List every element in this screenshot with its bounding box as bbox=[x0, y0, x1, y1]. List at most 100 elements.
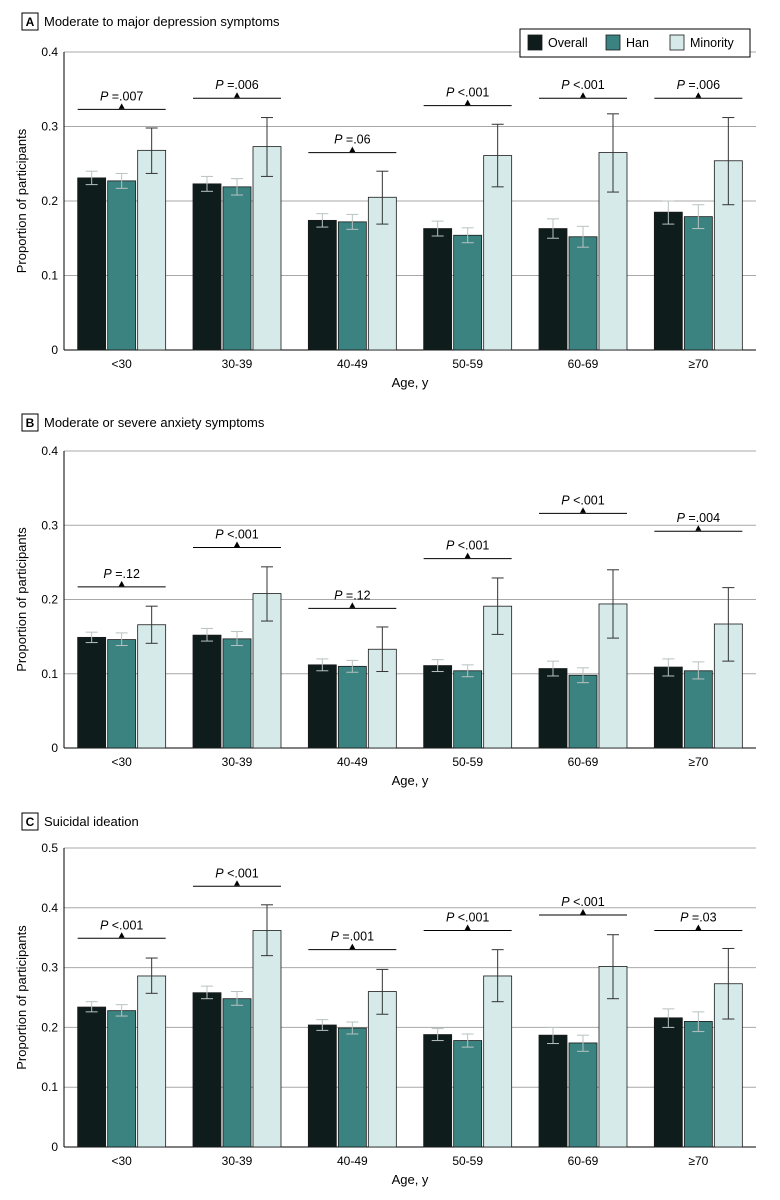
bar-minority bbox=[137, 975, 167, 1148]
bar-han bbox=[107, 639, 137, 749]
legend-swatch-han bbox=[605, 34, 621, 51]
y-tick-label: 0 bbox=[51, 343, 58, 357]
panel-letter: A bbox=[26, 15, 35, 29]
x-tick-label: 30-39 bbox=[222, 1154, 253, 1168]
bar-han bbox=[222, 638, 252, 749]
panel-letter: C bbox=[26, 815, 35, 829]
p-value-marker bbox=[118, 580, 125, 587]
x-tick-label: 40-49 bbox=[337, 357, 368, 371]
y-tick-label: 0 bbox=[51, 741, 58, 755]
panel-letter-box bbox=[21, 12, 39, 31]
x-tick-label: <30 bbox=[111, 755, 132, 769]
p-value-marker bbox=[118, 932, 125, 938]
x-tick-label: 30-39 bbox=[222, 755, 253, 769]
x-tick-label: ≥70 bbox=[688, 1154, 708, 1168]
p-value-marker bbox=[464, 552, 471, 559]
y-tick-label: 0.1 bbox=[41, 1080, 58, 1094]
p-value-marker bbox=[580, 92, 586, 98]
bar-overall bbox=[538, 1034, 568, 1148]
x-tick-label: <30 bbox=[111, 1154, 132, 1168]
p-value-marker bbox=[695, 525, 702, 531]
p-value-label: P =.001 bbox=[331, 930, 374, 944]
bar-han bbox=[568, 236, 598, 351]
y-axis-label: Proportion of participants bbox=[14, 128, 29, 273]
p-value-marker bbox=[464, 924, 471, 931]
panel-title: Suicidal ideation bbox=[44, 814, 139, 829]
y-axis-label: Proportion of participants bbox=[14, 527, 29, 672]
bar-overall bbox=[307, 664, 337, 749]
bar-overall bbox=[653, 211, 683, 351]
bar-minority bbox=[483, 975, 513, 1148]
x-tick-label: 40-49 bbox=[337, 755, 368, 769]
p-value-marker bbox=[695, 92, 702, 98]
p-value-label: P <.001 bbox=[561, 78, 604, 92]
p-value-label: P <.001 bbox=[100, 918, 143, 932]
p-value-label: P =.12 bbox=[334, 588, 371, 602]
bar-han bbox=[453, 1040, 483, 1148]
legend-label-han: Han bbox=[626, 36, 649, 50]
legend-label-minority: Minority bbox=[690, 36, 735, 50]
bar-overall bbox=[423, 665, 453, 749]
y-tick-label: 0.4 bbox=[41, 901, 58, 915]
p-value-marker bbox=[695, 924, 702, 931]
x-tick-label: 40-49 bbox=[337, 1154, 368, 1168]
p-value-marker bbox=[234, 880, 240, 886]
panel-c: C Suicidal ideation 0 0.1 0.2 0.3 0.4 0.5 Propor… bbox=[14, 812, 756, 1187]
p-value-marker bbox=[234, 92, 240, 98]
x-tick-label: 60-69 bbox=[568, 755, 599, 769]
x-tick-label: ≥70 bbox=[688, 357, 708, 371]
x-tick-label: ≥70 bbox=[688, 755, 708, 769]
panel-title: Moderate to major depression symptoms bbox=[44, 14, 280, 29]
bar-overall bbox=[653, 666, 683, 749]
legend-box bbox=[519, 28, 751, 58]
bar-han bbox=[107, 1010, 137, 1148]
panel-b: B Moderate or severe anxiety symptoms 0 0.1… bbox=[14, 413, 756, 788]
bar-han bbox=[453, 234, 483, 351]
bar-han bbox=[568, 1042, 598, 1148]
x-tick-label: 60-69 bbox=[568, 1154, 599, 1168]
p-value-label: P =.12 bbox=[103, 567, 140, 581]
bar-overall bbox=[77, 636, 107, 749]
bar-minority bbox=[367, 991, 397, 1148]
legend: Overall Han Minority bbox=[519, 28, 751, 58]
legend-label-overall: Overall bbox=[548, 36, 588, 50]
bar-overall bbox=[192, 634, 222, 749]
p-value-marker bbox=[234, 541, 240, 548]
x-axis-label: Age, y bbox=[392, 375, 429, 390]
x-tick-label: 30-39 bbox=[222, 357, 253, 371]
y-tick-label: 0.2 bbox=[41, 194, 58, 208]
p-value-label: P <.001 bbox=[446, 86, 489, 100]
x-tick-label: 50-59 bbox=[452, 1154, 483, 1168]
bar-minority bbox=[137, 149, 167, 351]
bar-han bbox=[337, 665, 367, 749]
bar-overall bbox=[77, 177, 107, 351]
y-tick-label: 0.2 bbox=[41, 1020, 58, 1034]
bar-overall bbox=[307, 1024, 337, 1148]
y-tick-label: 0.3 bbox=[41, 518, 58, 532]
p-value-marker bbox=[580, 908, 586, 915]
p-value-label: P <.001 bbox=[446, 911, 489, 925]
x-tick-label: 50-59 bbox=[452, 755, 483, 769]
bar-han bbox=[222, 998, 252, 1148]
p-value-label: P =.007 bbox=[100, 89, 143, 103]
panel-a: A Moderate to major depression symptoms 0 0… bbox=[14, 12, 756, 390]
p-value-label: P <.001 bbox=[561, 895, 604, 909]
y-tick-label: 0 bbox=[51, 1140, 58, 1154]
panel-letter: B bbox=[26, 416, 35, 430]
panel-letter-box bbox=[21, 812, 39, 831]
legend-swatch-minority bbox=[669, 34, 685, 51]
bar-overall bbox=[653, 1017, 683, 1148]
bar-han bbox=[337, 221, 367, 351]
bar-han bbox=[337, 1027, 367, 1148]
p-value-label: P <.001 bbox=[446, 539, 489, 553]
p-value-marker bbox=[580, 507, 586, 513]
legend-swatch-overall bbox=[527, 34, 543, 51]
p-value-marker bbox=[464, 99, 471, 106]
bar-overall bbox=[192, 183, 222, 351]
p-value-label: P <.001 bbox=[215, 528, 258, 542]
bar-overall bbox=[77, 1006, 107, 1148]
bar-han bbox=[683, 216, 713, 351]
y-tick-label: 0.1 bbox=[41, 269, 58, 283]
p-value-label: P =.03 bbox=[680, 911, 717, 925]
